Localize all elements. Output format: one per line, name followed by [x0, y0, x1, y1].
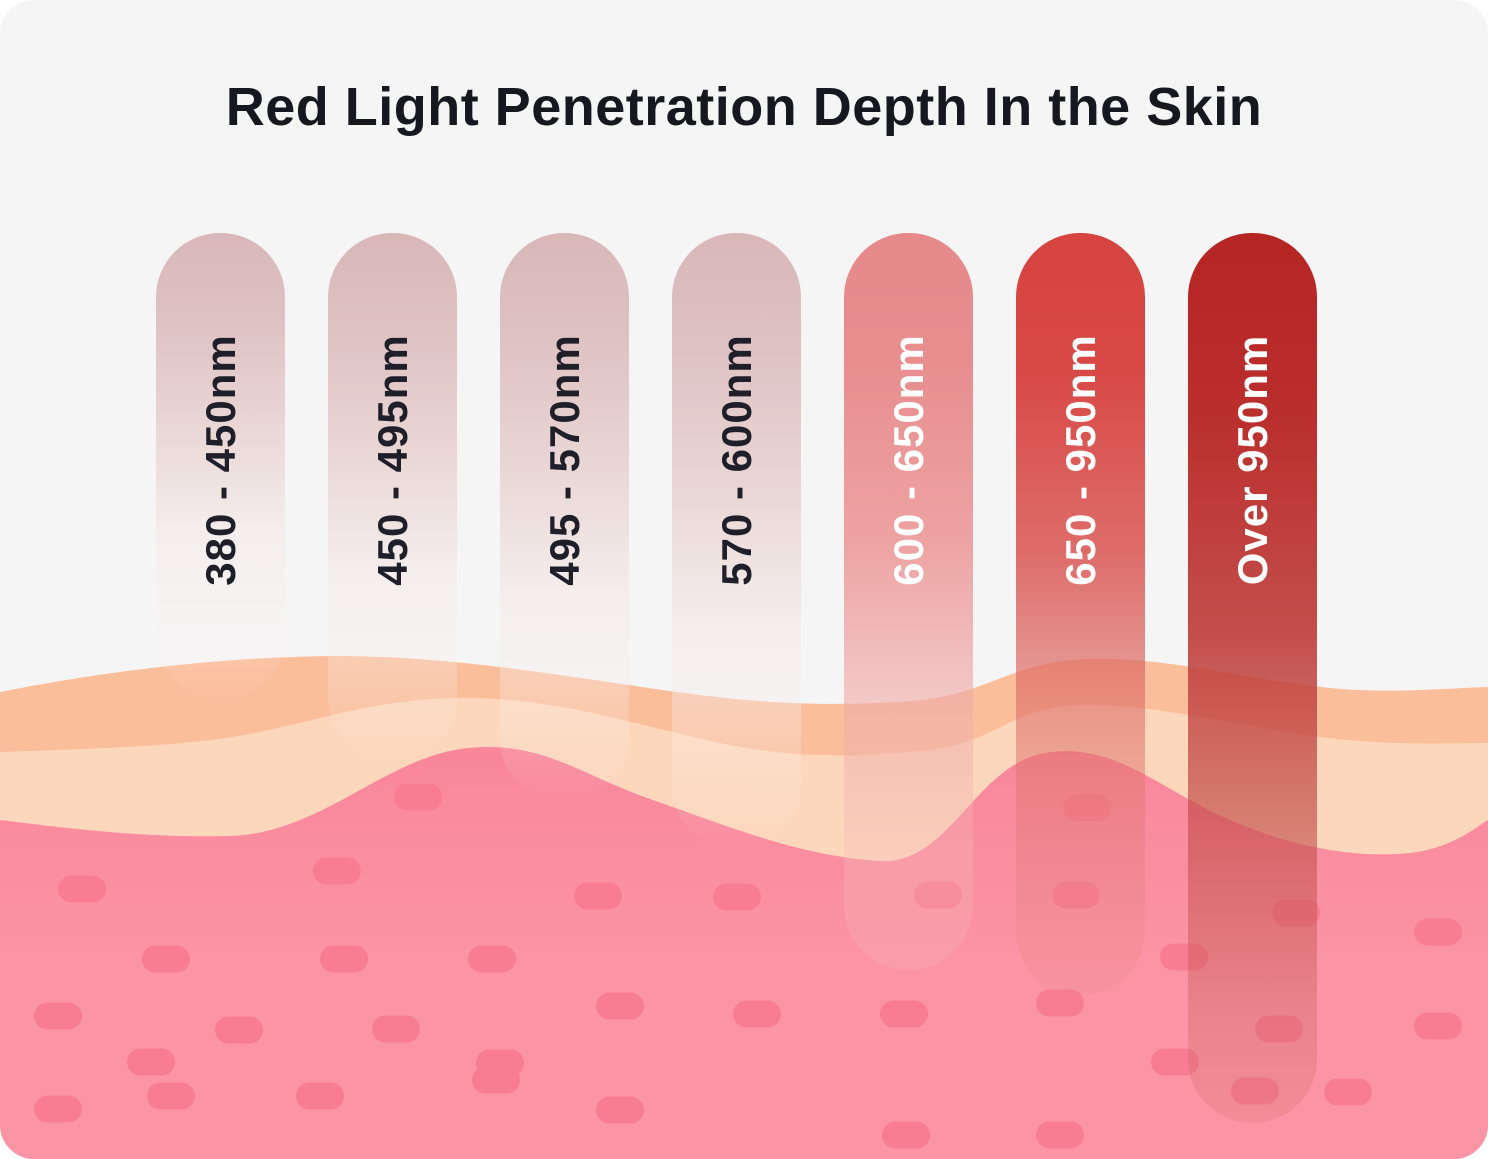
skin-cell	[142, 945, 190, 973]
skin-cell	[596, 992, 644, 1020]
bar-450-495nm: 450 - 495nm	[328, 233, 457, 762]
bar-wavelength-label: 450 - 495nm	[368, 334, 416, 586]
bar-600-650nm: 600 - 650nm	[844, 233, 973, 970]
skin-cell	[1414, 1012, 1462, 1040]
bar-wavelength-label: 495 - 570nm	[540, 334, 588, 586]
skin-cell	[313, 857, 361, 885]
skin-cell	[1036, 1121, 1084, 1149]
bar-570-600nm: 570 - 600nm	[672, 233, 801, 850]
skin-cell	[733, 1000, 781, 1028]
bar-wavelength-label: Over 950nm	[1228, 334, 1276, 586]
skin-cell	[1036, 989, 1084, 1017]
skin-cell	[147, 1082, 195, 1110]
skin-cell	[320, 945, 368, 973]
skin-cell	[34, 1095, 82, 1123]
skin-cell	[472, 1066, 520, 1094]
skin-cell	[394, 783, 442, 811]
skin-cell	[127, 1048, 175, 1076]
skin-cell	[468, 945, 516, 973]
skin-cell	[1151, 1048, 1199, 1076]
skin-cell	[296, 1082, 344, 1110]
bar-wavelength-label: 570 - 600nm	[712, 334, 760, 586]
skin-cell	[372, 1015, 420, 1043]
bar-380-450nm: 380 - 450nm	[156, 233, 285, 700]
bar-over950nm: Over 950nm	[1188, 233, 1317, 1123]
skin-cell	[58, 875, 106, 903]
bar-wavelength-label: 600 - 650nm	[884, 334, 932, 586]
skin-cell	[34, 1002, 82, 1030]
skin-cell	[713, 883, 761, 911]
bar-650-950nm: 650 - 950nm	[1016, 233, 1145, 995]
skin-cell	[574, 882, 622, 910]
bar-wavelength-label: 650 - 950nm	[1056, 334, 1104, 586]
bar-495-570nm: 495 - 570nm	[500, 233, 629, 802]
skin-cell	[880, 1000, 928, 1028]
dermis-cells	[34, 783, 1462, 1149]
skin-cell	[882, 1121, 930, 1149]
bar-wavelength-label: 380 - 450nm	[196, 334, 244, 586]
page-title: Red Light Penetration Depth In the Skin	[225, 77, 1263, 137]
skin-cell	[215, 1016, 263, 1044]
skin-cell	[596, 1096, 644, 1124]
skin-cell	[1414, 918, 1462, 946]
skin-cell	[1324, 1078, 1372, 1106]
